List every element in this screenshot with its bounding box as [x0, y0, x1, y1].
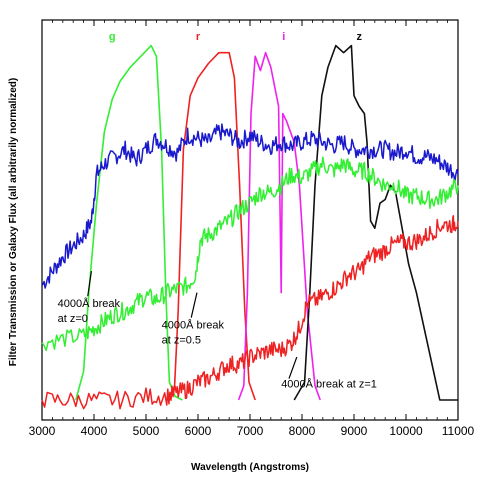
- filter-label-g: g: [109, 31, 116, 43]
- annotation-text: 4000Å break: [162, 318, 225, 331]
- annotation-text: at z=0.5: [162, 334, 201, 346]
- x-tick-label: 4000: [81, 424, 108, 438]
- spectrum-z1: [41, 215, 459, 410]
- x-tick-label: 9000: [341, 424, 368, 438]
- x-tick-label: 7000: [237, 424, 264, 438]
- annotation-text: at z=0: [58, 313, 88, 325]
- annotation-arrow: [190, 292, 198, 318]
- filter-curve-i: [237, 51, 321, 401]
- x-tick-label: 5000: [133, 424, 160, 438]
- annotation-text: 4000Å break at z=1: [281, 377, 377, 390]
- x-tick-label: 11000: [442, 424, 475, 438]
- y-axis-label: Filter Transmission or Galaxy Flux (all …: [8, 78, 19, 366]
- filter-curve-g: [75, 44, 183, 401]
- spectrum-z05: [41, 156, 459, 352]
- filter-curve-z: [293, 44, 458, 401]
- x-tick-label: 8000: [289, 424, 316, 438]
- annotation-arrow: [288, 356, 298, 379]
- filter-curve-r: [168, 51, 256, 401]
- x-tick-label: 3000: [29, 424, 56, 438]
- filter-label-r: r: [196, 31, 201, 43]
- x-axis-label: Wavelength (Angstroms): [191, 462, 309, 473]
- filter-label-z: z: [356, 31, 362, 43]
- x-tick-label: 6000: [185, 424, 212, 438]
- annotation-arrow: [87, 271, 92, 297]
- filter-label-i: i: [282, 31, 285, 43]
- x-tick-label: 10000: [389, 424, 423, 438]
- annotation-text: 4000Å break: [58, 297, 121, 310]
- spectrum-z0: [41, 123, 459, 289]
